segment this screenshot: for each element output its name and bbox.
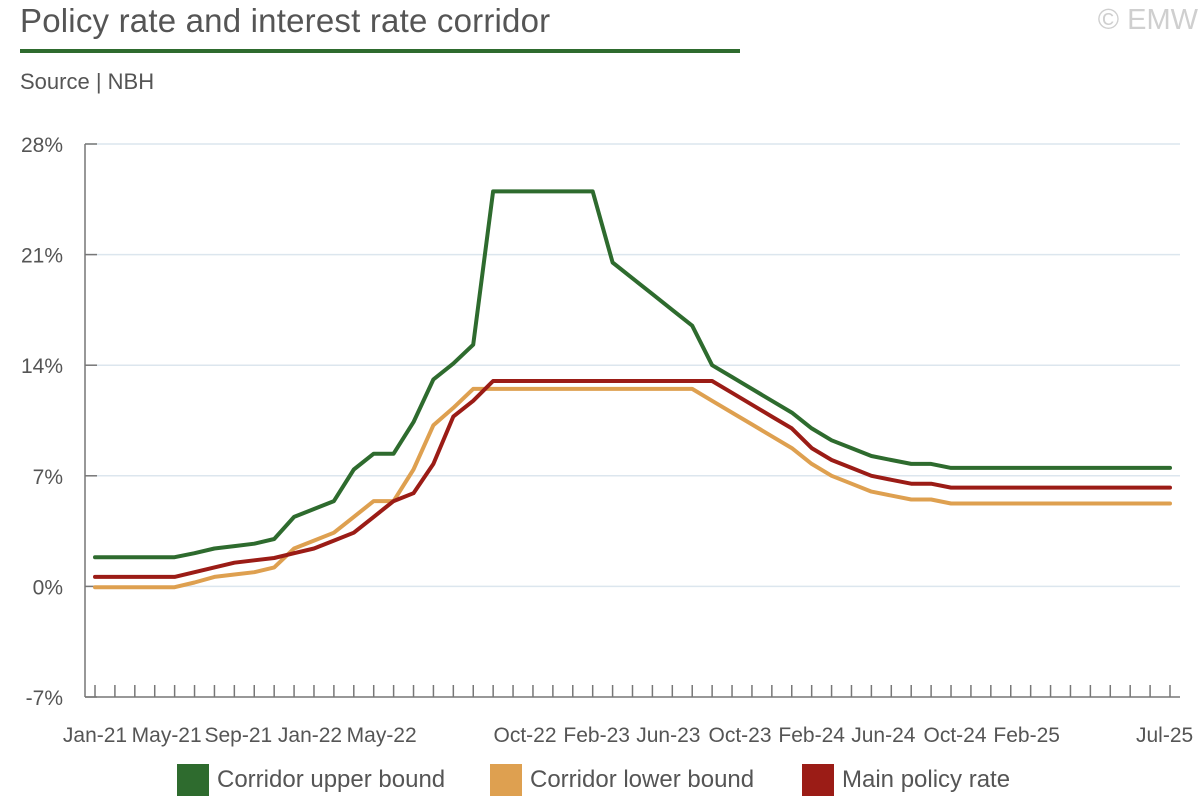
x-tick-label: May-21	[132, 724, 202, 747]
x-tick-label: Feb-25	[993, 724, 1060, 747]
legend-label-policy: Main policy rate	[842, 766, 1011, 793]
title-underline	[20, 49, 740, 53]
y-tick-label: 7%	[33, 466, 63, 489]
legend-swatch-policy	[802, 764, 834, 796]
series-line-policy-rate	[93, 379, 1172, 579]
y-tick-label: -7%	[26, 687, 63, 710]
x-tick-label: May-22	[347, 724, 417, 747]
legend-item-lower: Corridor lower bound	[490, 764, 754, 796]
y-tick-label: 28%	[21, 134, 63, 157]
legend-swatch-lower	[490, 764, 522, 796]
legend-label-lower: Corridor lower bound	[530, 766, 755, 793]
line-chart: -7%0%7%14%21%28% Jan-21 May-21 Sep-21 Jan-2…	[21, 134, 1193, 747]
y-tick-labels: -7% 0% 7% 14% 21% 28%	[21, 134, 63, 710]
x-tick-label: Jul-25	[1136, 724, 1193, 747]
legend: Corridor upper bound Corridor lower boun…	[0, 762, 1200, 802]
series-lines	[93, 189, 1172, 590]
series-line-lower-bound	[93, 386, 1172, 590]
x-tick-label: Sep-21	[204, 724, 272, 747]
axes	[84, 143, 1180, 698]
series-line-upper-bound	[93, 189, 1172, 560]
x-tick-labels: Jan-21 May-21 Sep-21 Jan-22 May-22 Oct-22 Feb-…	[63, 724, 1193, 747]
y-tick-label: 14%	[21, 355, 63, 378]
y-tick-label: 21%	[21, 245, 63, 268]
x-tick-label: Oct-22	[493, 724, 556, 747]
x-tick-label: Feb-23	[563, 724, 630, 747]
legend-swatch-upper	[177, 764, 209, 796]
legend-label-upper: Corridor upper bound	[217, 766, 446, 793]
grid-lines	[85, 143, 1180, 588]
x-tick-label: Oct-24	[923, 724, 986, 747]
legend-item-upper: Corridor upper bound	[177, 764, 445, 796]
legend-item-policy: Main policy rate	[802, 764, 1010, 796]
chart-title: Policy rate and interest rate corridor	[20, 2, 551, 39]
x-tick-label: Jan-21	[63, 724, 127, 747]
x-tick-label: Oct-23	[708, 724, 771, 747]
x-tick-label: Jan-22	[278, 724, 342, 747]
y-tick-label: 0%	[33, 576, 63, 599]
x-tick-label: Jun-23	[636, 724, 700, 747]
copyright-watermark: © EMW	[1097, 4, 1198, 36]
x-tick-label: Feb-24	[778, 724, 845, 747]
chart-source: Source | NBH	[20, 69, 155, 94]
x-tick-label: Jun-24	[851, 724, 916, 747]
